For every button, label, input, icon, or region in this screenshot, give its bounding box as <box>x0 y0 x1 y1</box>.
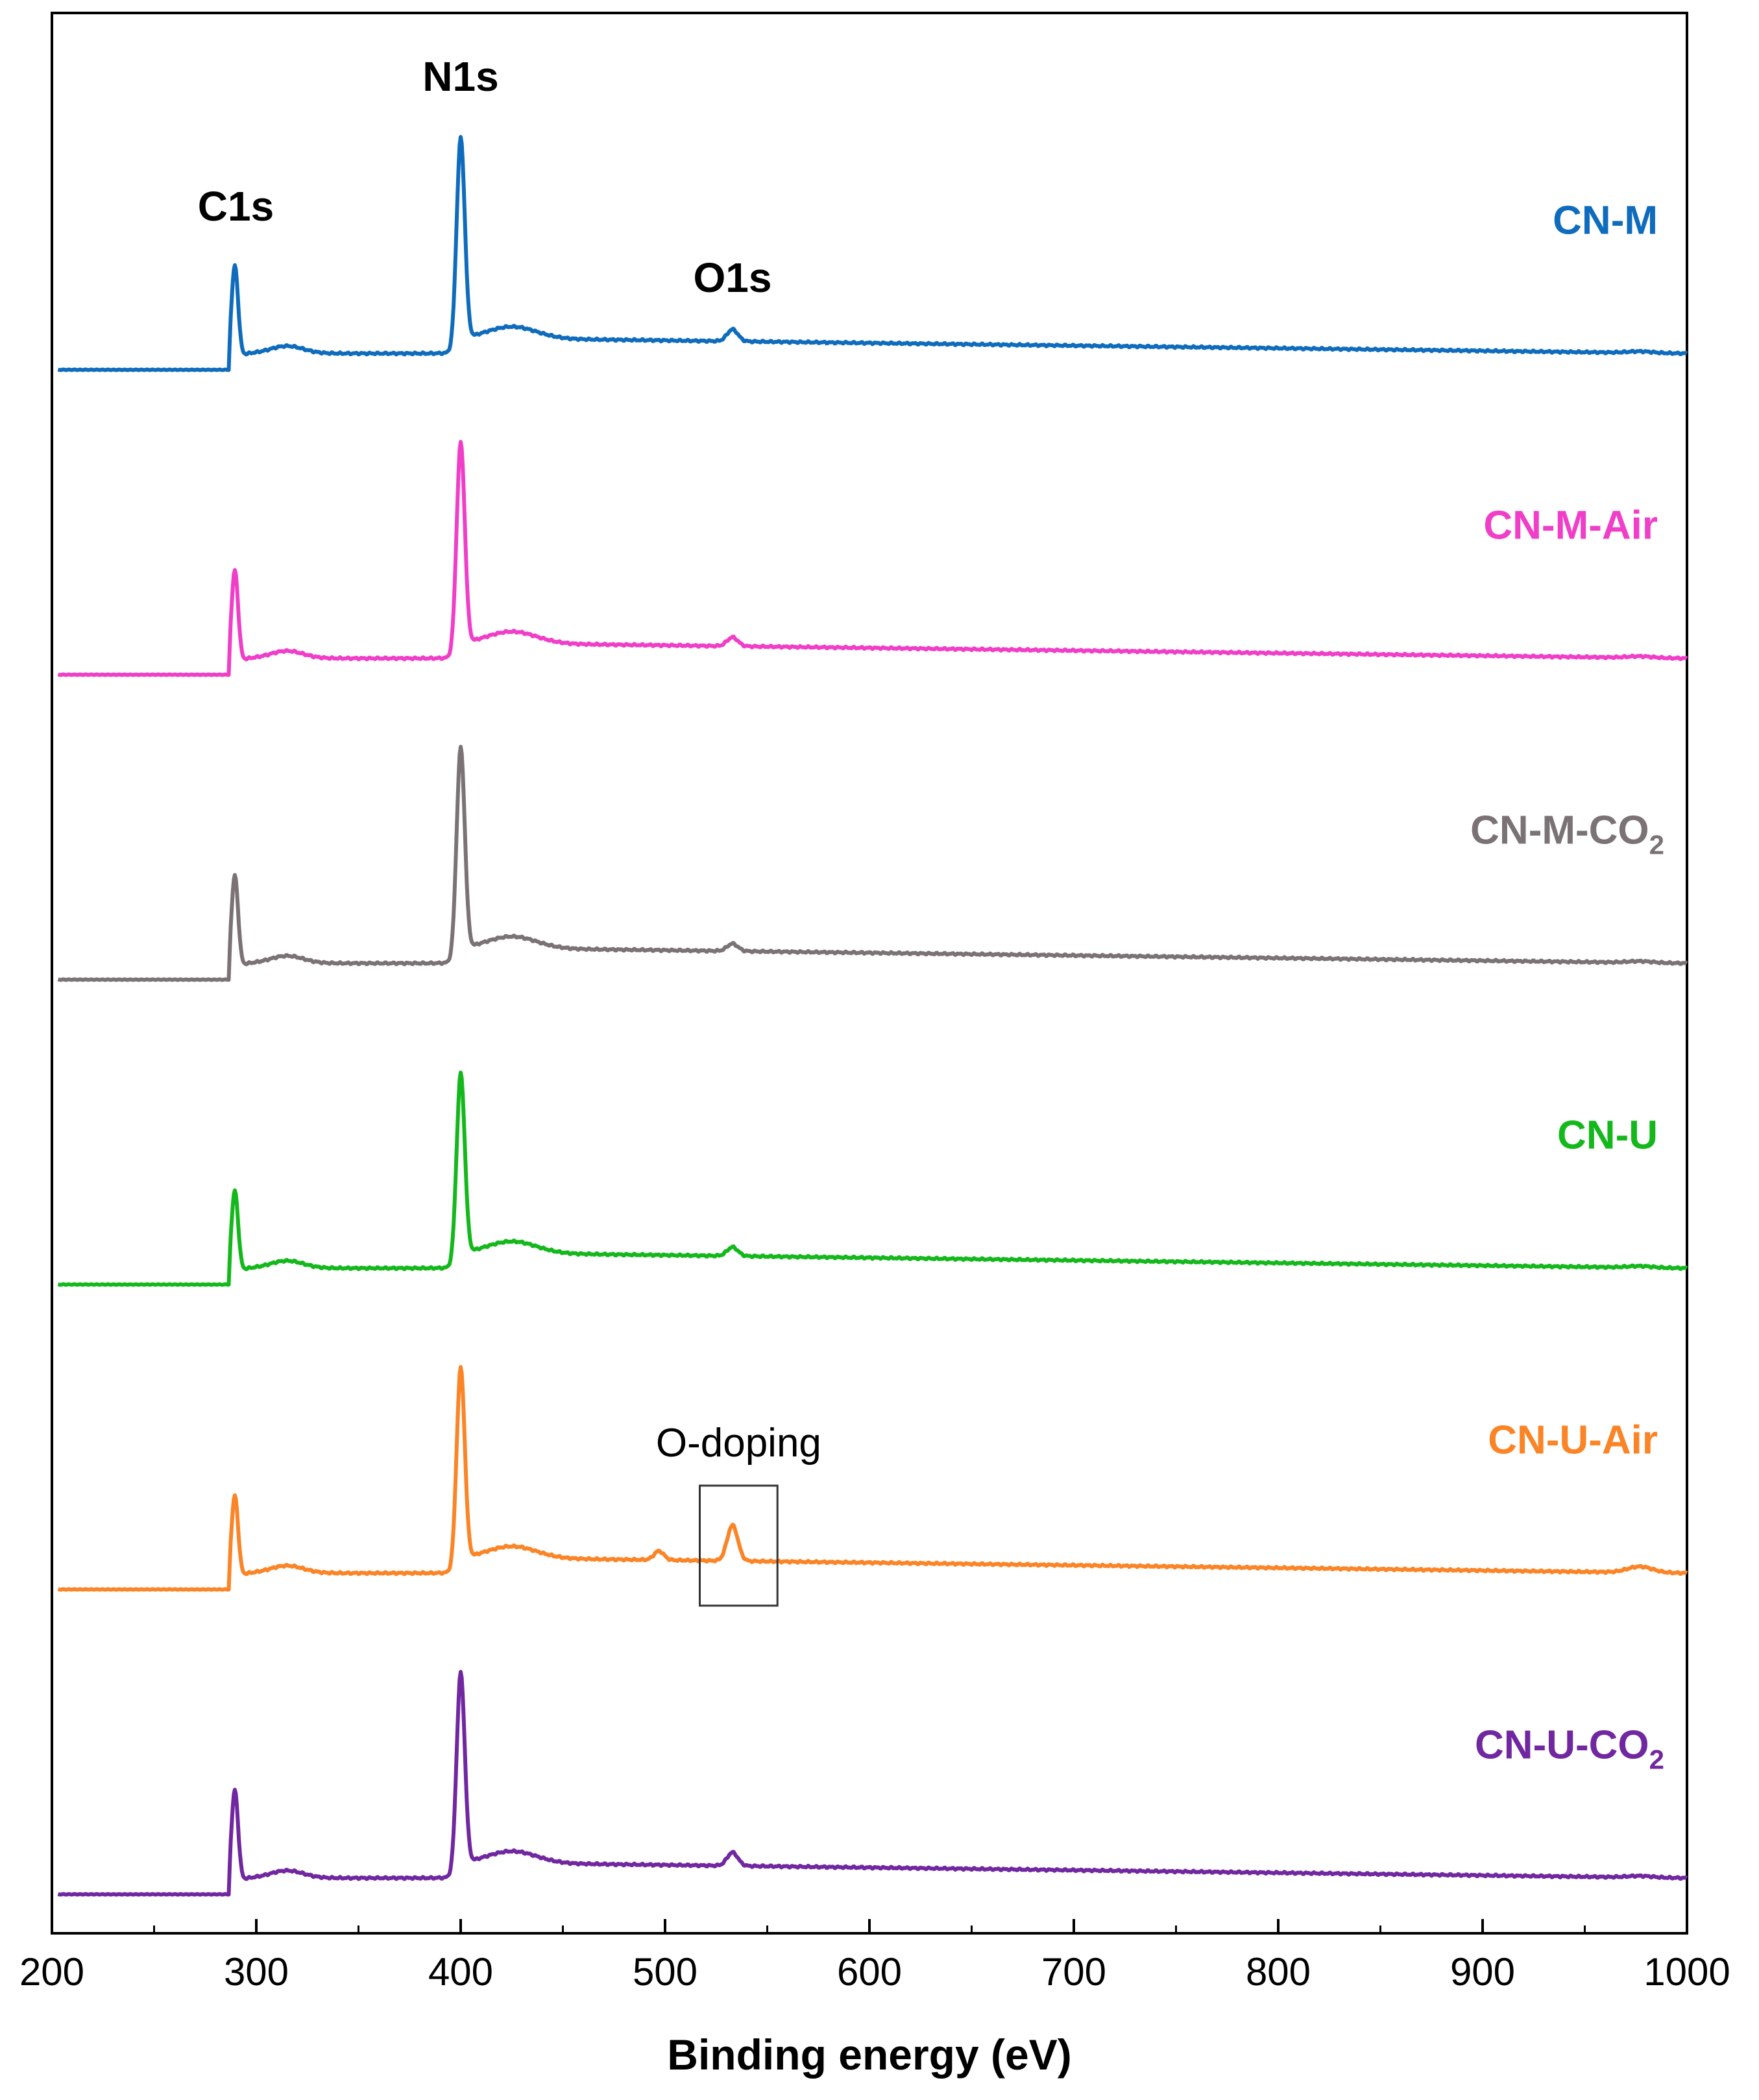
o-doping-box <box>699 1484 779 1607</box>
series-label-text: CN-M <box>1553 198 1658 243</box>
x-axis-ticks: 200 300 400 500 600 700 800 900 1000 <box>19 1919 1730 1994</box>
series-label-subscript: 2 <box>1649 1744 1664 1774</box>
peak-label-c1s: C1s <box>198 183 274 230</box>
x-tick-label: 900 <box>1450 1950 1515 1994</box>
x-tick-label: 300 <box>224 1950 289 1994</box>
series-label-text: CN-M-Air <box>1483 503 1658 548</box>
series-label-text: CN-U <box>1557 1113 1658 1157</box>
series-line-cn-u <box>57 1070 1688 1287</box>
x-tick-label: 200 <box>19 1950 84 1994</box>
series-label-text: CN-U-Air <box>1488 1418 1658 1462</box>
peak-label-o1s: O1s <box>694 254 772 301</box>
series-line-cn-m-air <box>57 440 1688 677</box>
series-line-cn-u-co2 <box>57 1670 1688 1897</box>
peak-label-n1s: N1s <box>422 53 498 100</box>
series-line-cn-u-air <box>57 1365 1688 1592</box>
series-label: CN-M <box>1553 198 1658 243</box>
series-label-text: CN-M-CO <box>1470 808 1649 852</box>
series-line-cn-m <box>57 135 1688 372</box>
peak-labels: CN-MCN-M-AirCN-M-CO2CN-UCN-U-AirCN-U-CO2… <box>198 53 1664 1774</box>
x-tick-label: 1000 <box>1644 1950 1730 1994</box>
series-label: CN-M-CO2 <box>1470 808 1664 860</box>
series-layer <box>57 135 1688 1897</box>
x-axis-title: Binding energy (eV) <box>667 2031 1071 2079</box>
x-tick-label: 400 <box>428 1950 493 1994</box>
series-label: CN-U-CO2 <box>1475 1722 1664 1774</box>
x-tick-label: 800 <box>1246 1950 1311 1994</box>
x-tick-label: 700 <box>1041 1950 1106 1994</box>
series-label-subscript: 2 <box>1649 829 1664 860</box>
series-label-text: CN-U-CO <box>1475 1722 1649 1767</box>
series-label: CN-M-Air <box>1483 503 1658 548</box>
plot-frame <box>51 12 1688 1935</box>
series-line-cn-m-co2 <box>57 745 1688 982</box>
series-label: CN-U <box>1557 1113 1658 1157</box>
series-label: CN-U-Air <box>1488 1418 1658 1462</box>
x-tick-label: 600 <box>837 1950 902 1994</box>
x-tick-label: 500 <box>633 1950 698 1994</box>
o-doping-label: O-doping <box>656 1421 821 1466</box>
